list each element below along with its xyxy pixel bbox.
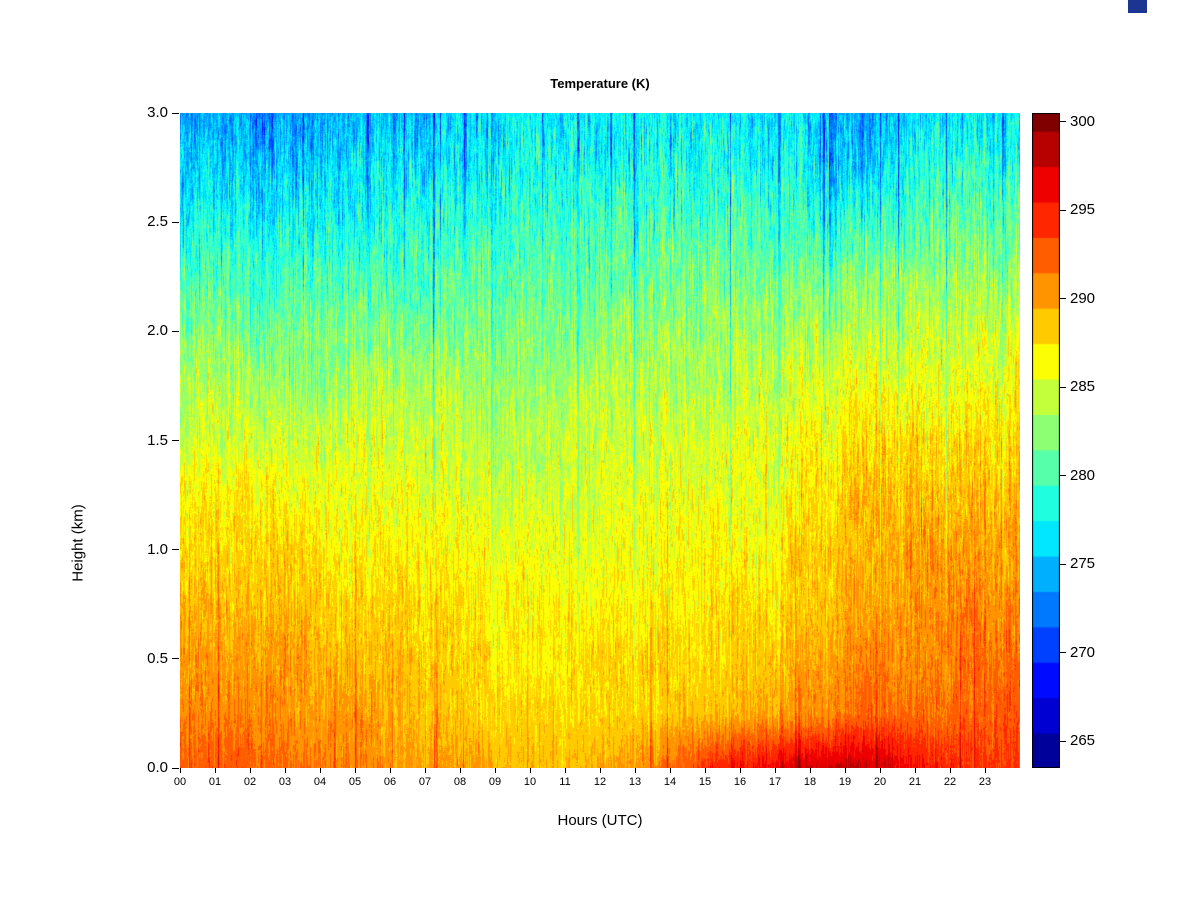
x-tick-mark bbox=[705, 768, 706, 773]
y-tick-mark bbox=[172, 658, 179, 660]
colorbar-tick-mark bbox=[1060, 475, 1066, 477]
colorbar-tick-label: 280 bbox=[1070, 466, 1096, 484]
x-tick-mark bbox=[215, 768, 216, 773]
colorbar-tick-mark bbox=[1060, 563, 1066, 565]
x-tick-mark bbox=[250, 768, 251, 773]
x-tick-label: 03 bbox=[278, 776, 292, 788]
y-tick-label: 2.5 bbox=[147, 213, 168, 231]
y-tick-mark bbox=[172, 767, 179, 769]
y-tick-mark bbox=[172, 330, 179, 332]
x-tick-label: 05 bbox=[348, 776, 362, 788]
x-tick-label: 14 bbox=[663, 776, 677, 788]
x-tick-label: 15 bbox=[698, 776, 712, 788]
y-tick-mark bbox=[172, 112, 179, 114]
y-tick-label: 3.0 bbox=[147, 104, 168, 121]
x-tick-label: 18 bbox=[803, 776, 817, 788]
x-tick-label: 04 bbox=[313, 776, 327, 788]
x-tick-mark bbox=[565, 768, 566, 773]
x-tick-mark bbox=[635, 768, 636, 773]
x-tick-mark bbox=[355, 768, 356, 773]
x-tick-label: 16 bbox=[733, 776, 747, 788]
y-axis-label: Height (km) bbox=[69, 504, 87, 582]
colorbar-tick-label: 300 bbox=[1070, 112, 1096, 130]
x-tick-mark bbox=[670, 768, 671, 773]
y-tick-label: 0.0 bbox=[147, 759, 168, 776]
colorbar bbox=[1032, 113, 1060, 768]
x-tick-mark bbox=[530, 768, 531, 773]
x-tick-label: 07 bbox=[418, 776, 432, 788]
colorbar-tick-label: 275 bbox=[1070, 555, 1096, 573]
x-axis-label: Hours (UTC) bbox=[557, 812, 643, 829]
x-tick-mark bbox=[390, 768, 391, 773]
x-tick-mark bbox=[285, 768, 286, 773]
colorbar-tick-mark bbox=[1060, 298, 1066, 300]
x-tick-label: 17 bbox=[768, 776, 782, 788]
colorbar-tick-mark bbox=[1060, 740, 1066, 742]
x-tick-mark bbox=[950, 768, 951, 773]
x-tick-mark bbox=[180, 768, 181, 773]
x-tick-mark bbox=[320, 768, 321, 773]
colorbar-tick-label: 265 bbox=[1070, 732, 1096, 750]
x-tick-label: 21 bbox=[908, 776, 922, 788]
colorbar-tick-mark bbox=[1060, 386, 1066, 388]
x-tick-label: 00 bbox=[173, 776, 187, 788]
x-tick-mark bbox=[880, 768, 881, 773]
x-tick-mark bbox=[425, 768, 426, 773]
colorbar-tick-mark bbox=[1060, 209, 1066, 211]
x-tick-label: 12 bbox=[593, 776, 607, 788]
x-tick-label: 06 bbox=[383, 776, 397, 788]
y-tick-label: 1.5 bbox=[147, 431, 168, 449]
x-tick-label: 02 bbox=[243, 776, 257, 788]
colorbar-tick-label: 295 bbox=[1070, 201, 1096, 219]
x-tick-label: 08 bbox=[453, 776, 467, 788]
x-tick-mark bbox=[845, 768, 846, 773]
x-tick-label: 09 bbox=[488, 776, 502, 788]
chart-title: Temperature (K) bbox=[550, 76, 650, 91]
y-tick-label: 1.0 bbox=[147, 540, 168, 558]
x-tick-label: 19 bbox=[838, 776, 852, 788]
colorbar-tick-mark bbox=[1060, 121, 1066, 123]
colorbar-tick-mark bbox=[1060, 652, 1066, 654]
x-tick-mark bbox=[775, 768, 776, 773]
y-tick-mark bbox=[172, 549, 179, 551]
x-tick-label: 22 bbox=[943, 776, 957, 788]
x-tick-mark bbox=[810, 768, 811, 773]
x-tick-mark bbox=[985, 768, 986, 773]
x-tick-label: 20 bbox=[873, 776, 887, 788]
corner-artifact bbox=[1128, 0, 1147, 13]
x-tick-mark bbox=[600, 768, 601, 773]
y-tick-label: 2.0 bbox=[147, 322, 168, 340]
colorbar-tick-label: 285 bbox=[1070, 378, 1096, 396]
x-tick-label: 10 bbox=[523, 776, 537, 788]
colorbar-tick-label: 290 bbox=[1070, 289, 1096, 307]
x-tick-mark bbox=[915, 768, 916, 773]
y-tick-label: 0.5 bbox=[147, 649, 168, 667]
x-tick-label: 11 bbox=[559, 776, 571, 788]
colorbar-tick-label: 270 bbox=[1070, 643, 1096, 661]
x-tick-mark bbox=[495, 768, 496, 773]
x-tick-mark bbox=[460, 768, 461, 773]
x-tick-label: 01 bbox=[208, 776, 222, 788]
x-tick-label: 13 bbox=[628, 776, 642, 788]
x-tick-mark bbox=[740, 768, 741, 773]
y-tick-mark bbox=[172, 221, 179, 223]
y-tick-mark bbox=[172, 440, 179, 441]
x-tick-label: 23 bbox=[978, 776, 992, 788]
heatmap-canvas bbox=[180, 113, 1020, 768]
